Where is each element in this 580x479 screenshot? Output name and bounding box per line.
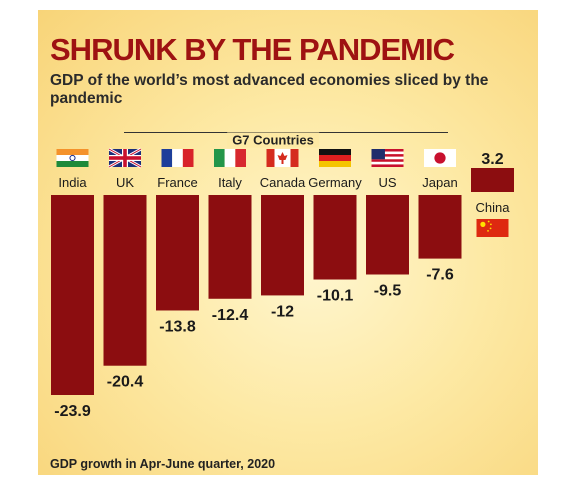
value-label-italy: -12.4	[212, 307, 249, 324]
country-label-germany: Germany	[308, 175, 362, 190]
bar-canada	[261, 195, 304, 296]
chart-footnote: GDP growth in Apr-June quarter, 2020	[50, 457, 276, 471]
value-label-canada: -12	[271, 303, 294, 320]
bar-japan	[418, 195, 462, 259]
chart-title: SHRUNK BY THE PANDEMIC	[50, 32, 455, 67]
country-label-china: China	[476, 200, 511, 215]
bar-india	[51, 195, 94, 395]
bar-france	[156, 195, 199, 311]
bar-us	[366, 195, 409, 275]
country-label-france: France	[157, 175, 197, 190]
italy-flag	[214, 149, 246, 167]
value-label-us: -9.5	[374, 282, 402, 299]
bar-uk	[103, 195, 147, 366]
value-label-india: -23.9	[54, 403, 91, 420]
country-label-uk: UK	[116, 175, 134, 190]
value-label-france: -13.8	[159, 318, 196, 335]
country-label-japan: Japan	[422, 175, 457, 190]
germany-flag	[319, 149, 351, 167]
value-label-germany: -10.1	[317, 288, 354, 305]
bar-germany	[313, 195, 357, 280]
country-label-italy: Italy	[218, 175, 242, 190]
value-label-china: 3.2	[481, 151, 503, 168]
country-label-us: US	[378, 175, 396, 190]
value-label-japan: -7.6	[426, 267, 454, 284]
infographic-card: SHRUNK BY THE PANDEMIC GDP of the world’…	[38, 10, 538, 475]
g7-group-label: G7 Countries	[227, 132, 319, 148]
gdp-bar-chart: India -23.9 UK -20.4 France -13.8 Italy -12.4 Ca…	[51, 147, 514, 420]
chart-subtitle: GDP of the world’s most advanced economi…	[50, 72, 489, 107]
france-flag	[161, 149, 194, 167]
japan-flag	[424, 149, 456, 167]
bar-italy	[208, 195, 252, 299]
bar-china	[471, 168, 514, 192]
country-label-canada: Canada	[260, 175, 306, 190]
india-flag	[56, 149, 89, 167]
country-label-india: India	[58, 175, 87, 190]
china-flag	[476, 219, 509, 237]
uk-flag	[108, 147, 142, 169]
canada-flag	[266, 149, 299, 167]
us-flag	[371, 149, 404, 167]
value-label-uk: -20.4	[107, 374, 144, 391]
